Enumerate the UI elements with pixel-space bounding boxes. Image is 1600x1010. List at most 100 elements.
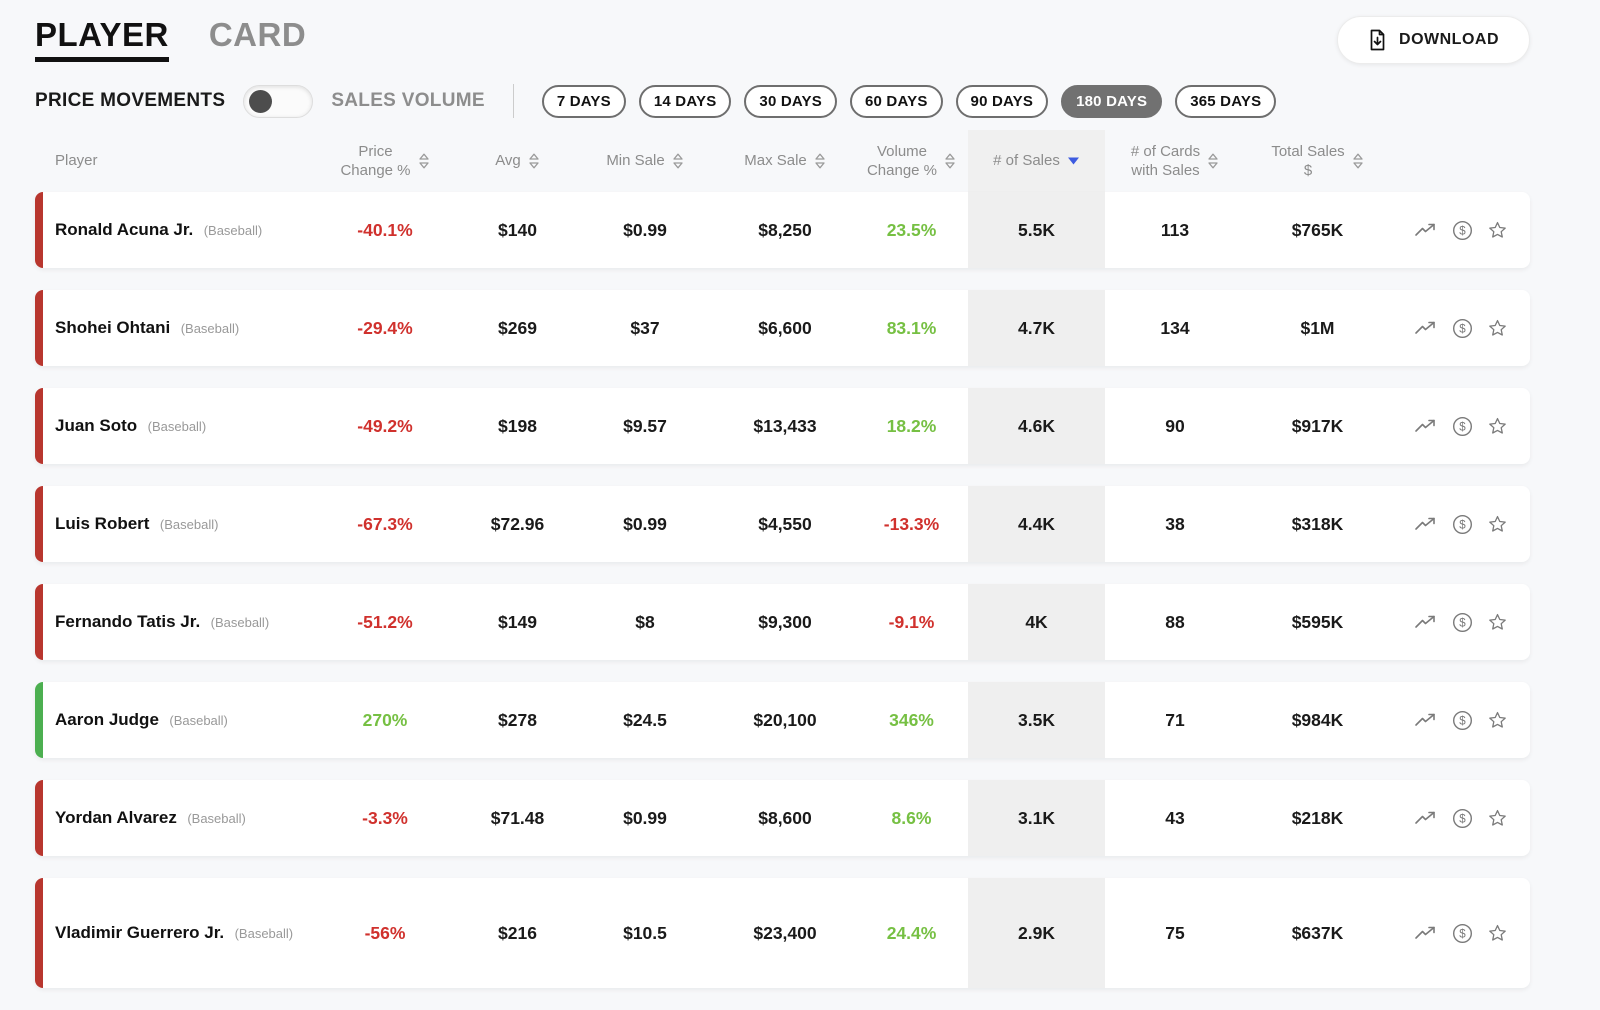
player-row[interactable]: Yordan Alvarez (Baseball) -3.3% $71.48 $… [35,780,1530,856]
star-icon[interactable] [1488,417,1507,435]
max-sale-cell: $8,600 [758,807,812,828]
column-label: Price Change % [340,142,411,180]
range-pill[interactable]: 14 DAYS [638,84,732,118]
row-actions: $ [1390,318,1530,339]
max-sale-cell: $23,400 [753,922,817,943]
min-sale-cell: $9.57 [623,415,667,436]
player-row[interactable]: Ronald Acuna Jr. (Baseball) -40.1% $140 … [35,192,1530,268]
range-pill[interactable]: 180 DAYS [1061,84,1163,118]
star-icon[interactable] [1488,924,1507,942]
table-body: Ronald Acuna Jr. (Baseball) -40.1% $140 … [35,192,1530,988]
trend-chart-icon[interactable] [1414,711,1437,729]
trend-chart-icon[interactable] [1414,613,1437,631]
star-icon[interactable] [1488,711,1507,729]
range-pill[interactable]: 90 DAYS [955,84,1049,118]
player-row[interactable]: Aaron Judge (Baseball) 270% $278 $24.5 $… [35,682,1530,758]
column-header[interactable]: Avg [460,130,575,192]
time-range-pills: 7 DAYS 14 DAYS 30 DAYS 60 DAYS 90 DAYS 180 DA… [541,84,1277,118]
avg-cell: $278 [498,709,537,730]
star-icon[interactable] [1488,809,1507,827]
column-header[interactable]: Price Change % [310,130,460,192]
star-icon[interactable] [1488,613,1507,631]
player-league: (Baseball) [169,712,228,728]
min-sale-cell: $0.99 [623,513,667,534]
max-sale-cell: $8,250 [758,219,812,240]
svg-text:$: $ [1459,323,1466,335]
trend-chart-icon[interactable] [1414,924,1437,942]
top-bar: PLAYER CARD DOWNLOAD [0,0,1600,66]
total-sales-cell: $917K [1291,415,1344,436]
player-row[interactable]: Vladimir Guerrero Jr. (Baseball) -56% $2… [35,878,1530,988]
column-header[interactable]: # of Cards with Sales [1105,130,1245,192]
controls-row: PRICE MOVEMENTS SALES VOLUME 7 DAYS 14 DA… [35,82,1565,120]
trend-chart-icon[interactable] [1414,515,1437,533]
volume-change-cell: -13.3% [883,513,940,534]
column-header[interactable]: Min Sale [575,130,715,192]
dollar-circle-icon[interactable]: $ [1452,710,1473,731]
column-header[interactable]: # of Sales [968,130,1105,192]
cards-with-sales-cell: 134 [1160,317,1190,338]
range-pill[interactable]: 365 DAYS [1175,84,1277,118]
player-row[interactable]: Shohei Ohtani (Baseball) -29.4% $269 $37… [35,290,1530,366]
player-name: Luis Robert [55,513,150,533]
price-change-cell: -40.1% [357,219,413,240]
trend-chart-icon[interactable] [1414,809,1437,827]
dollar-circle-icon[interactable]: $ [1452,808,1473,829]
num-sales-cell: 4.6K [968,388,1105,464]
star-icon[interactable] [1488,221,1507,239]
player-row[interactable]: Fernando Tatis Jr. (Baseball) -51.2% $14… [35,584,1530,660]
sort-icon [1208,153,1218,169]
download-label: DOWNLOAD [1399,31,1499,48]
column-label: Volume Change % [866,142,938,180]
player-name: Fernando Tatis Jr. [55,611,201,631]
star-icon[interactable] [1488,515,1507,533]
table-header: Player Price Change % Avg Min Sale Max S… [35,130,1530,192]
player-cell: Vladimir Guerrero Jr. (Baseball) [35,921,310,946]
min-sale-cell: $37 [630,317,660,338]
min-sale-cell: $8 [635,611,655,632]
column-header[interactable]: Total Sales $ [1245,130,1390,192]
star-icon[interactable] [1488,319,1507,337]
svg-text:$: $ [1459,928,1466,940]
range-pill[interactable]: 30 DAYS [744,84,837,118]
svg-text:$: $ [1459,421,1466,433]
tab-player[interactable]: PLAYER [35,16,169,62]
avg-cell: $198 [498,415,537,436]
range-pill[interactable]: 60 DAYS [849,84,943,118]
dollar-circle-icon[interactable]: $ [1452,612,1473,633]
num-sales-cell: 3.1K [968,780,1105,856]
column-label: Total Sales $ [1271,142,1345,180]
player-league: (Baseball) [159,516,219,532]
cards-with-sales-cell: 88 [1165,611,1185,632]
player-league: (Baseball) [147,418,207,434]
player-row[interactable]: Juan Soto (Baseball) -49.2% $198 $9.57 $… [35,388,1530,464]
column-header[interactable]: Max Sale [715,130,855,192]
mode-toggle[interactable] [243,84,314,118]
player-cell: Ronald Acuna Jr. (Baseball) [35,218,310,243]
player-name: Ronald Acuna Jr. [55,219,194,239]
download-button[interactable]: DOWNLOAD [1337,16,1530,64]
column-header[interactable]: Volume Change % [855,130,968,192]
dollar-circle-icon[interactable]: $ [1452,318,1473,339]
volume-change-cell: 24.4% [886,922,937,943]
price-change-cell: 270% [362,709,408,730]
row-accent-bar [35,388,43,464]
num-sales-cell: 4.7K [968,290,1105,366]
dollar-circle-icon[interactable]: $ [1452,514,1473,535]
row-accent-bar [35,682,43,758]
trend-chart-icon[interactable] [1414,319,1437,337]
volume-change-cell: -9.1% [888,611,935,632]
range-pill[interactable]: 7 DAYS [541,84,626,118]
trend-chart-icon[interactable] [1414,221,1437,239]
min-sale-cell: $24.5 [623,709,667,730]
player-row[interactable]: Luis Robert (Baseball) -67.3% $72.96 $0.… [35,486,1530,562]
dollar-circle-icon[interactable]: $ [1452,923,1473,944]
column-label: Max Sale [744,152,807,170]
players-table: Player Price Change % Avg Min Sale Max S… [35,130,1530,988]
tab-card[interactable]: CARD [208,16,307,53]
dollar-circle-icon[interactable]: $ [1452,220,1473,241]
trend-chart-icon[interactable] [1414,417,1437,435]
sort-icon [945,153,955,169]
player-cell: Shohei Ohtani (Baseball) [35,316,310,341]
dollar-circle-icon[interactable]: $ [1452,416,1473,437]
